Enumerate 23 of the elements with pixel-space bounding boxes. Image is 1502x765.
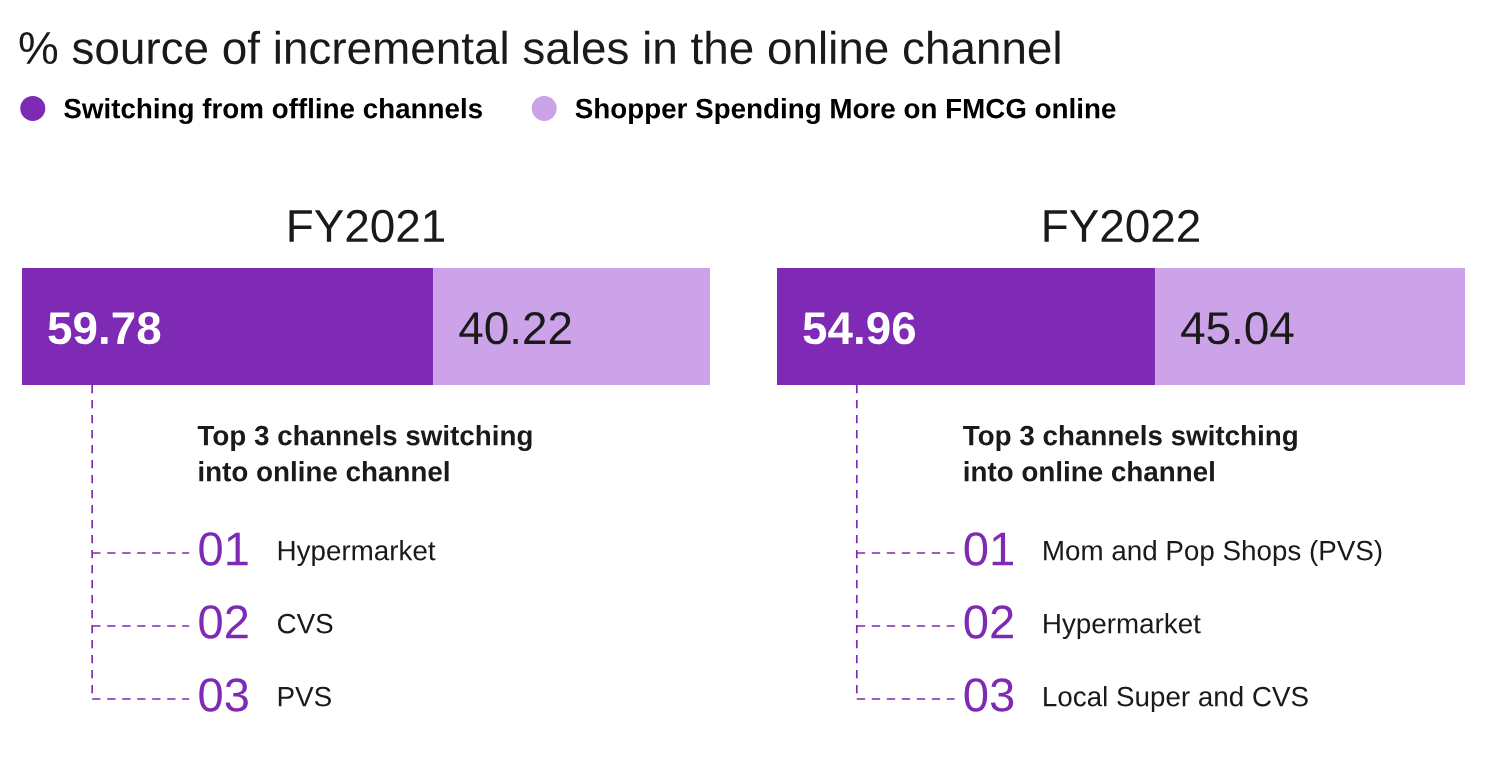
text: Mom and Pop Shops (PVS)	[1044, 540, 1382, 566]
text: Hypermarket	[1044, 613, 1201, 639]
text: 02	[199, 605, 248, 639]
chart-subtitle: FY2021	[289, 209, 445, 243]
text: 03	[964, 678, 1014, 712]
text: CVS	[277, 613, 333, 634]
text: Top 3 channels switching into online channel	[197, 425, 532, 482]
text: Local Super and CVS	[1044, 686, 1308, 712]
text: Top 3 channels switching into online channel	[963, 425, 1297, 482]
legend-label: Shopper Spending More on FMCG online	[575, 98, 1116, 125]
text: 02	[964, 605, 1013, 639]
text: PVS	[278, 686, 331, 707]
chart-subtitle: FY2022	[1044, 209, 1199, 243]
text: 03	[199, 678, 248, 712]
text: 01	[964, 532, 1013, 566]
text: Hypermarket	[278, 540, 436, 566]
data-label: 45.04	[1181, 311, 1294, 345]
chart-title: % source of incremental sales in the online channel	[19, 30, 1060, 65]
data-label: 40.22	[459, 311, 571, 345]
data-label: 59.78	[48, 311, 161, 345]
text: 01	[199, 532, 248, 566]
data-label: 54.96	[803, 311, 916, 345]
legend-label: Switching from offline channels	[64, 98, 482, 125]
